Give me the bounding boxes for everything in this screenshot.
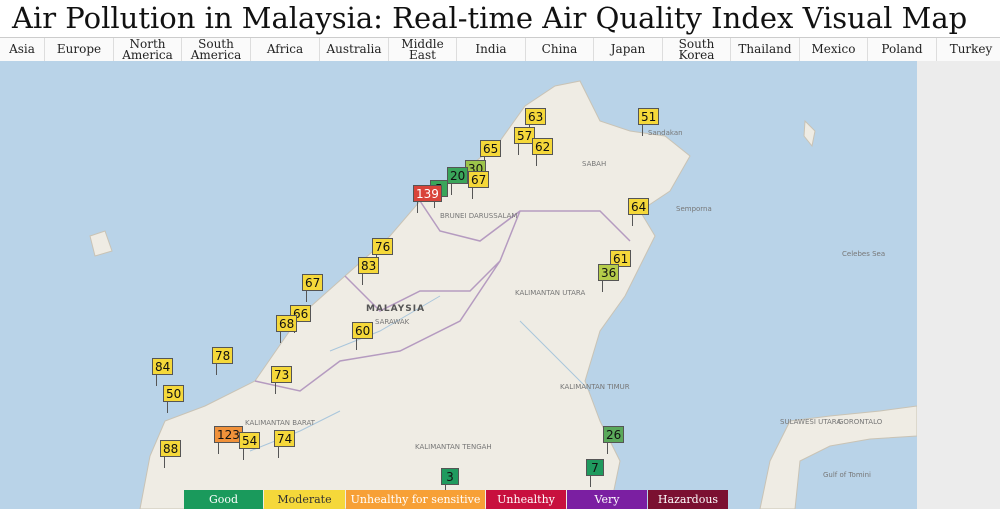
nav-tab[interactable]: Turkey <box>937 38 1000 61</box>
aqi-marker[interactable]: 139 <box>413 185 442 213</box>
nav-bar: Asia Europe North America South America Afri… <box>0 37 1000 62</box>
aqi-marker[interactable]: 62 <box>532 138 554 166</box>
nav-tab[interactable]: South Korea <box>663 38 731 61</box>
aqi-marker[interactable]: 123 <box>214 426 243 454</box>
place-label: KALIMANTAN UTARA <box>515 289 586 297</box>
legend-item: Unhealthy for sensitive groups <box>346 490 485 525</box>
aqi-marker[interactable]: 50 <box>163 385 185 413</box>
legend-item: Moderate <box>264 490 345 509</box>
aqi-marker[interactable]: 36 <box>598 264 620 292</box>
place-label: SULAWESI UTARA <box>780 418 842 426</box>
place-label: Celebes Sea <box>842 250 886 258</box>
nav-tab[interactable]: Asia <box>0 38 45 61</box>
aqi-marker[interactable]: 84 <box>152 358 174 386</box>
legend-item: Unhealthy <box>486 490 566 509</box>
place-label: KALIMANTAN BARAT <box>245 419 315 427</box>
legend-item: Good <box>184 490 263 509</box>
nav-tab[interactable]: Japan <box>594 38 663 61</box>
aqi-marker[interactable]: 78 <box>212 347 234 375</box>
aqi-marker[interactable]: 3 <box>441 468 459 496</box>
aqi-marker[interactable]: 67 <box>468 171 490 199</box>
aqi-marker[interactable]: 88 <box>160 440 182 468</box>
land <box>89 119 816 257</box>
aqi-marker[interactable]: 74 <box>274 430 296 458</box>
legend-item: Very Unhealthy <box>567 490 647 525</box>
place-label: MALAYSIA <box>366 304 426 314</box>
nav-tab[interactable]: Mexico <box>800 38 868 61</box>
nav-tab[interactable]: Australia <box>320 38 389 61</box>
map-base <box>89 80 917 509</box>
land <box>139 80 691 509</box>
place-label: Gulf of Tomini <box>823 471 871 479</box>
aqi-marker[interactable]: 83 <box>358 257 380 285</box>
aqi-marker[interactable]: 20 <box>447 167 469 195</box>
map[interactable]: MALAYSIA SABAH SARAWAK BRUNEI DARUSSALAM KAL… <box>0 61 917 509</box>
nav-tab[interactable]: South America <box>182 38 251 61</box>
aqi-marker[interactable]: 65 <box>480 140 502 168</box>
nav-tab[interactable]: Middle East <box>389 38 457 61</box>
legend: Good Moderate Unhealthy for sensitive grou… <box>0 490 1000 525</box>
place-label: SABAH <box>582 160 607 168</box>
aqi-marker[interactable]: 67 <box>302 274 324 302</box>
place-label: Semporna <box>676 205 712 213</box>
nav-tab[interactable]: Thailand <box>731 38 800 61</box>
nav-tab[interactable]: Poland <box>868 38 937 61</box>
nav-tab[interactable]: North America <box>114 38 182 61</box>
place-label: Sandakan <box>648 129 683 137</box>
aqi-marker[interactable]: 76 <box>372 238 394 266</box>
aqi-marker[interactable]: 54 <box>239 432 261 460</box>
nav-tab[interactable]: Africa <box>251 38 320 61</box>
aqi-marker[interactable]: 68 <box>276 315 298 343</box>
river <box>249 295 591 452</box>
place-label: SARAWAK <box>375 318 410 326</box>
border <box>254 200 631 392</box>
place-label: KALIMANTAN TENGAH <box>415 443 492 451</box>
place-label: BRUNEI DARUSSALAM <box>440 212 518 220</box>
aqi-marker[interactable]: 73 <box>271 366 293 394</box>
place-label: KALIMANTAN TIMUR <box>560 383 630 391</box>
aqi-marker[interactable]: 51 <box>638 108 660 136</box>
side-panel <box>917 61 1000 509</box>
legend-item: Hazardous <box>648 490 728 509</box>
aqi-marker[interactable]: 61 <box>610 250 632 278</box>
aqi-marker[interactable]: 60 <box>352 322 374 350</box>
aqi-marker[interactable]: 7 <box>586 459 604 487</box>
aqi-marker[interactable]: 57 <box>514 127 536 155</box>
land <box>759 405 917 509</box>
page-title: Air Pollution in Malaysia: Real-time Air… <box>12 1 968 35</box>
nav-tab[interactable]: Europe <box>45 38 114 61</box>
nav-tab[interactable]: India <box>457 38 526 61</box>
aqi-marker[interactable]: 26 <box>603 426 625 454</box>
aqi-marker[interactable]: 63 <box>525 108 547 136</box>
place-label: GORONTALO <box>838 418 883 426</box>
nav-tab[interactable]: China <box>526 38 594 61</box>
aqi-marker[interactable]: 64 <box>628 198 650 226</box>
